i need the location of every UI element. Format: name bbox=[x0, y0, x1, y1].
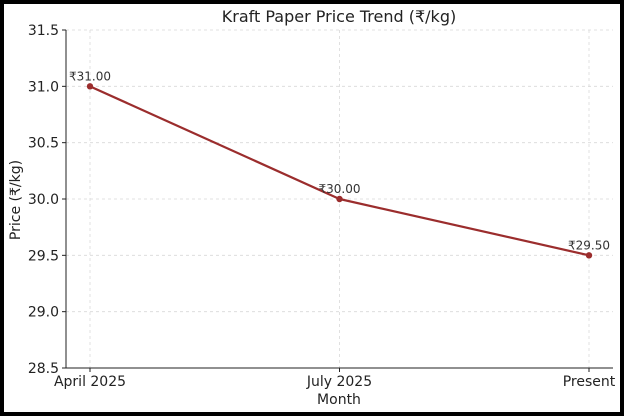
data-label: ₹31.00 bbox=[69, 69, 111, 83]
data-point bbox=[336, 195, 343, 203]
y-tick-label: 31.0 bbox=[28, 79, 59, 95]
data-labels: ₹31.00 ₹30.00 ₹29.50 bbox=[69, 69, 610, 252]
data-point bbox=[86, 83, 94, 90]
y-tick-label: 30.5 bbox=[28, 136, 59, 152]
chart-frame: Kraft Paper Price Trend (₹/kg) 28.5 29.0 2… bbox=[4, 4, 620, 412]
y-tick-label: 30.0 bbox=[28, 192, 59, 208]
data-label: ₹30.00 bbox=[319, 182, 361, 196]
x-tick-label: Present bbox=[563, 374, 616, 390]
y-axis-label: Price (₹/kg) bbox=[8, 160, 24, 240]
y-tick-label: 31.5 bbox=[28, 23, 59, 39]
line-chart: Kraft Paper Price Trend (₹/kg) 28.529.02… bbox=[8, 7, 616, 408]
data-point bbox=[585, 252, 593, 259]
series-price bbox=[86, 83, 593, 259]
x-tick-label: July 2025 bbox=[306, 374, 372, 390]
data-label: ₹29.50 bbox=[568, 238, 610, 252]
x-axis-label: Month bbox=[317, 392, 361, 408]
x-tick-label: April 2025 bbox=[54, 374, 126, 390]
y-tick-label: 29.5 bbox=[28, 248, 59, 264]
y-axis-ticks: 28.5 29.0 29.5 30.0 30.5 31.0 31.5 bbox=[28, 23, 66, 377]
x-axis-ticks: April 2025 July 2025 Present bbox=[54, 368, 616, 390]
chart-title: Kraft Paper Price Trend (₹/kg) bbox=[222, 7, 456, 26]
y-tick-label: 28.5 bbox=[28, 361, 59, 377]
y-tick-label: 29.0 bbox=[28, 305, 59, 321]
